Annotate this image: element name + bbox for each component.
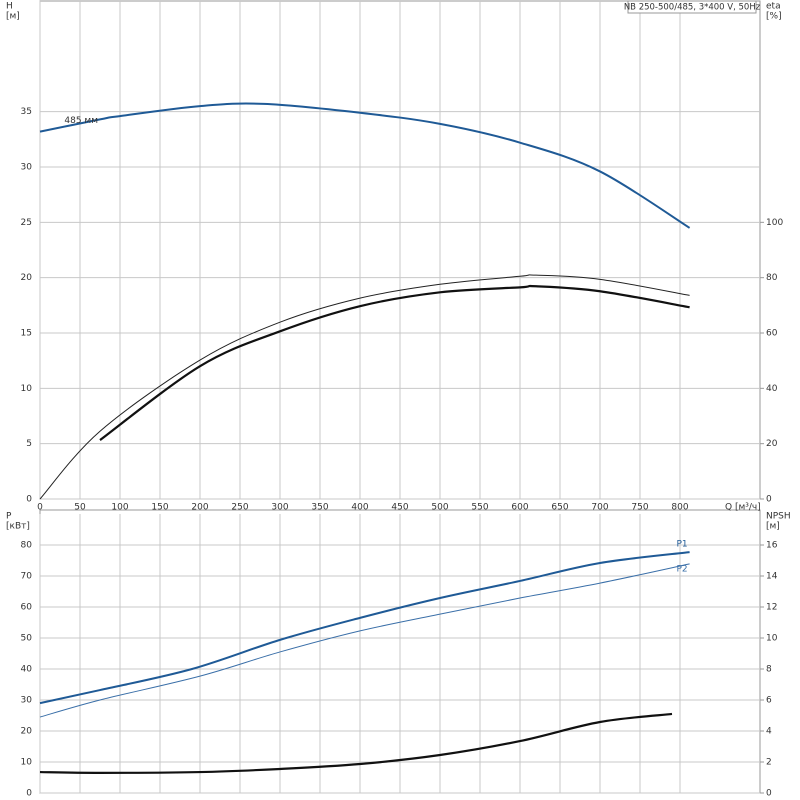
y-axis-unit: [м]: [6, 12, 20, 22]
y-tick-label: 15: [21, 329, 32, 339]
y-tick-label: 50: [21, 634, 33, 644]
y2-tick-label: 6: [766, 696, 772, 706]
y2-tick-label: 12: [766, 603, 777, 613]
series-label: P2: [676, 564, 687, 574]
y-tick-label: 0: [26, 789, 32, 799]
series-label: 485 мм: [64, 116, 98, 126]
y-axis-unit: [кВт]: [6, 522, 30, 532]
x-tick-label: 800: [671, 503, 688, 513]
y2-tick-label: 60: [766, 329, 778, 339]
y2-tick-label: 40: [766, 384, 778, 394]
x-tick-label: 400: [351, 503, 368, 513]
y2-axis-unit: [м]: [766, 522, 780, 532]
line-series: [39, 551, 690, 705]
y2-tick-label: 100: [766, 218, 783, 228]
y-axis-label: H: [6, 2, 13, 12]
y2-tick-label: 20: [766, 439, 778, 449]
x-tick-label: 550: [471, 503, 488, 513]
y2-tick-label: 4: [766, 727, 772, 737]
y-tick-label: 20: [21, 727, 33, 737]
y-tick-label: 0: [26, 495, 32, 505]
y-axis-label: P: [6, 512, 12, 522]
x-axis-label: Q [м³/ч]: [725, 503, 761, 513]
y2-axis-label: eta: [766, 2, 781, 12]
y-tick-label: 10: [21, 384, 33, 394]
y-tick-label: 70: [21, 572, 33, 582]
y2-axis-label: NPSH: [766, 512, 791, 522]
x-tick-label: 600: [511, 503, 528, 513]
line-series: [39, 712, 673, 774]
x-tick-label: 250: [231, 503, 248, 513]
y2-tick-label: 14: [766, 572, 778, 582]
y2-axis-unit: [%]: [766, 12, 782, 22]
y2-tick-label: 2: [766, 758, 772, 768]
x-tick-label: 50: [74, 503, 86, 513]
y2-tick-label: 8: [766, 665, 772, 675]
x-tick-label: 200: [191, 503, 208, 513]
series-label: P1: [676, 540, 687, 550]
y-tick-label: 5: [26, 439, 32, 449]
line-series: [99, 284, 690, 441]
y-tick-label: 40: [21, 665, 33, 675]
y2-tick-label: 16: [766, 541, 778, 551]
y-tick-label: 35: [21, 107, 32, 117]
line-series: [39, 563, 690, 718]
y-tick-label: 10: [21, 758, 33, 768]
y-tick-label: 20: [21, 273, 33, 283]
x-tick-label: 500: [431, 503, 448, 513]
x-tick-label: 100: [111, 503, 128, 513]
y-tick-label: 25: [21, 218, 32, 228]
x-tick-label: 700: [591, 503, 608, 513]
x-tick-label: 750: [631, 503, 648, 513]
x-tick-label: 650: [551, 503, 568, 513]
y-tick-label: 60: [21, 603, 33, 613]
chart-title: NB 250-500/485, 3*400 V, 50Hz: [624, 3, 761, 13]
y2-tick-label: 80: [766, 273, 778, 283]
y2-tick-label: 10: [766, 634, 778, 644]
title-box: [627, 0, 757, 14]
x-tick-label: 300: [271, 503, 288, 513]
x-tick-label: 450: [391, 503, 408, 513]
y-tick-label: 30: [21, 163, 33, 173]
y2-tick-label: 0: [766, 495, 772, 505]
y-tick-label: 80: [21, 541, 33, 551]
y-tick-label: 30: [21, 696, 33, 706]
line-series: [39, 274, 690, 500]
y2-tick-label: 0: [766, 789, 772, 799]
x-tick-label: 0: [37, 503, 43, 513]
line-series: [39, 102, 691, 229]
x-tick-label: 350: [311, 503, 328, 513]
x-tick-label: 150: [151, 503, 168, 513]
